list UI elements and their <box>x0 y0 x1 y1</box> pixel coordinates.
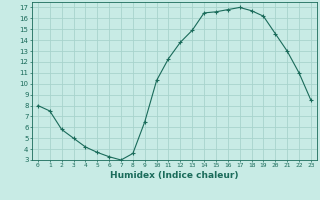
X-axis label: Humidex (Indice chaleur): Humidex (Indice chaleur) <box>110 171 239 180</box>
